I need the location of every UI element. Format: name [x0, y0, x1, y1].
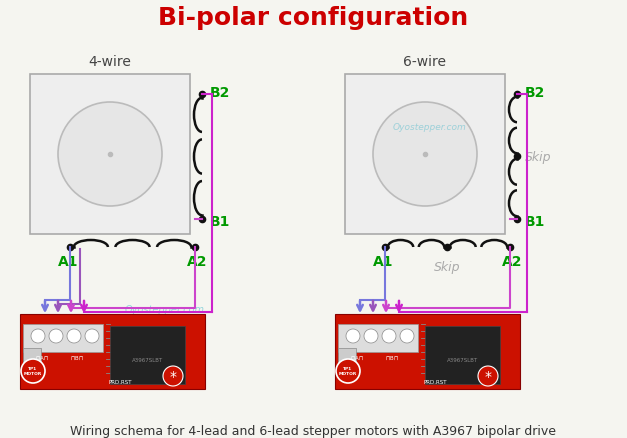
Text: Wiring schema for 4-lead and 6-lead stepper motors with A3967 bipolar drive: Wiring schema for 4-lead and 6-lead step…: [70, 424, 556, 438]
Text: Oyostepper.com: Oyostepper.com: [125, 304, 205, 314]
Bar: [338, 348, 356, 366]
Circle shape: [31, 329, 45, 343]
Text: A3967SLBT: A3967SLBT: [132, 358, 164, 363]
Bar: [23, 348, 41, 366]
Text: PRD.RST: PRD.RST: [108, 380, 132, 385]
Circle shape: [163, 366, 183, 386]
Text: B2: B2: [210, 86, 230, 100]
Bar: [335, 314, 520, 389]
Text: A2: A2: [502, 254, 522, 268]
Text: $\sqcap$B$\sqcap$: $\sqcap$B$\sqcap$: [70, 353, 84, 361]
Text: $\sqcap$B$\sqcap$: $\sqcap$B$\sqcap$: [385, 353, 399, 361]
Bar: [20, 314, 205, 389]
Circle shape: [478, 366, 498, 386]
Circle shape: [346, 329, 360, 343]
Text: B2: B2: [525, 86, 545, 100]
Text: B1: B1: [210, 215, 230, 229]
Circle shape: [364, 329, 378, 343]
Bar: [338, 324, 418, 352]
Text: Oyostepper.com: Oyostepper.com: [393, 122, 467, 131]
Circle shape: [400, 329, 414, 343]
Text: B1: B1: [525, 215, 545, 229]
Text: 4-wire: 4-wire: [88, 55, 132, 69]
Bar: [425, 326, 500, 384]
Text: PRD.RST: PRD.RST: [423, 380, 447, 385]
Circle shape: [85, 329, 99, 343]
Bar: [23, 324, 103, 352]
Circle shape: [336, 359, 360, 383]
Bar: [30, 75, 190, 234]
Text: *: *: [485, 369, 492, 383]
Text: A1: A1: [372, 254, 393, 268]
Text: Skip: Skip: [434, 261, 460, 274]
Text: Bi-polar configuration: Bi-polar configuration: [158, 6, 468, 30]
Text: A2: A2: [187, 254, 208, 268]
Circle shape: [373, 103, 477, 207]
Bar: [110, 326, 185, 384]
Circle shape: [382, 329, 396, 343]
Text: A3967SLBT: A3967SLBT: [448, 358, 478, 363]
Text: A1: A1: [58, 254, 78, 268]
Circle shape: [58, 103, 162, 207]
Circle shape: [21, 359, 45, 383]
Text: *: *: [169, 369, 176, 383]
Text: MOTOR: MOTOR: [24, 371, 42, 375]
Text: $\sqcap$A$\sqcap$: $\sqcap$A$\sqcap$: [350, 353, 364, 361]
Circle shape: [49, 329, 63, 343]
Circle shape: [67, 329, 81, 343]
Text: TP1: TP1: [344, 366, 352, 370]
Text: Skip: Skip: [525, 150, 552, 163]
Text: TP1: TP1: [28, 366, 38, 370]
Text: $\sqcap$A$\sqcap$: $\sqcap$A$\sqcap$: [35, 353, 49, 361]
Text: 6-wire: 6-wire: [404, 55, 446, 69]
Text: MOTOR: MOTOR: [339, 371, 357, 375]
Bar: [345, 75, 505, 234]
